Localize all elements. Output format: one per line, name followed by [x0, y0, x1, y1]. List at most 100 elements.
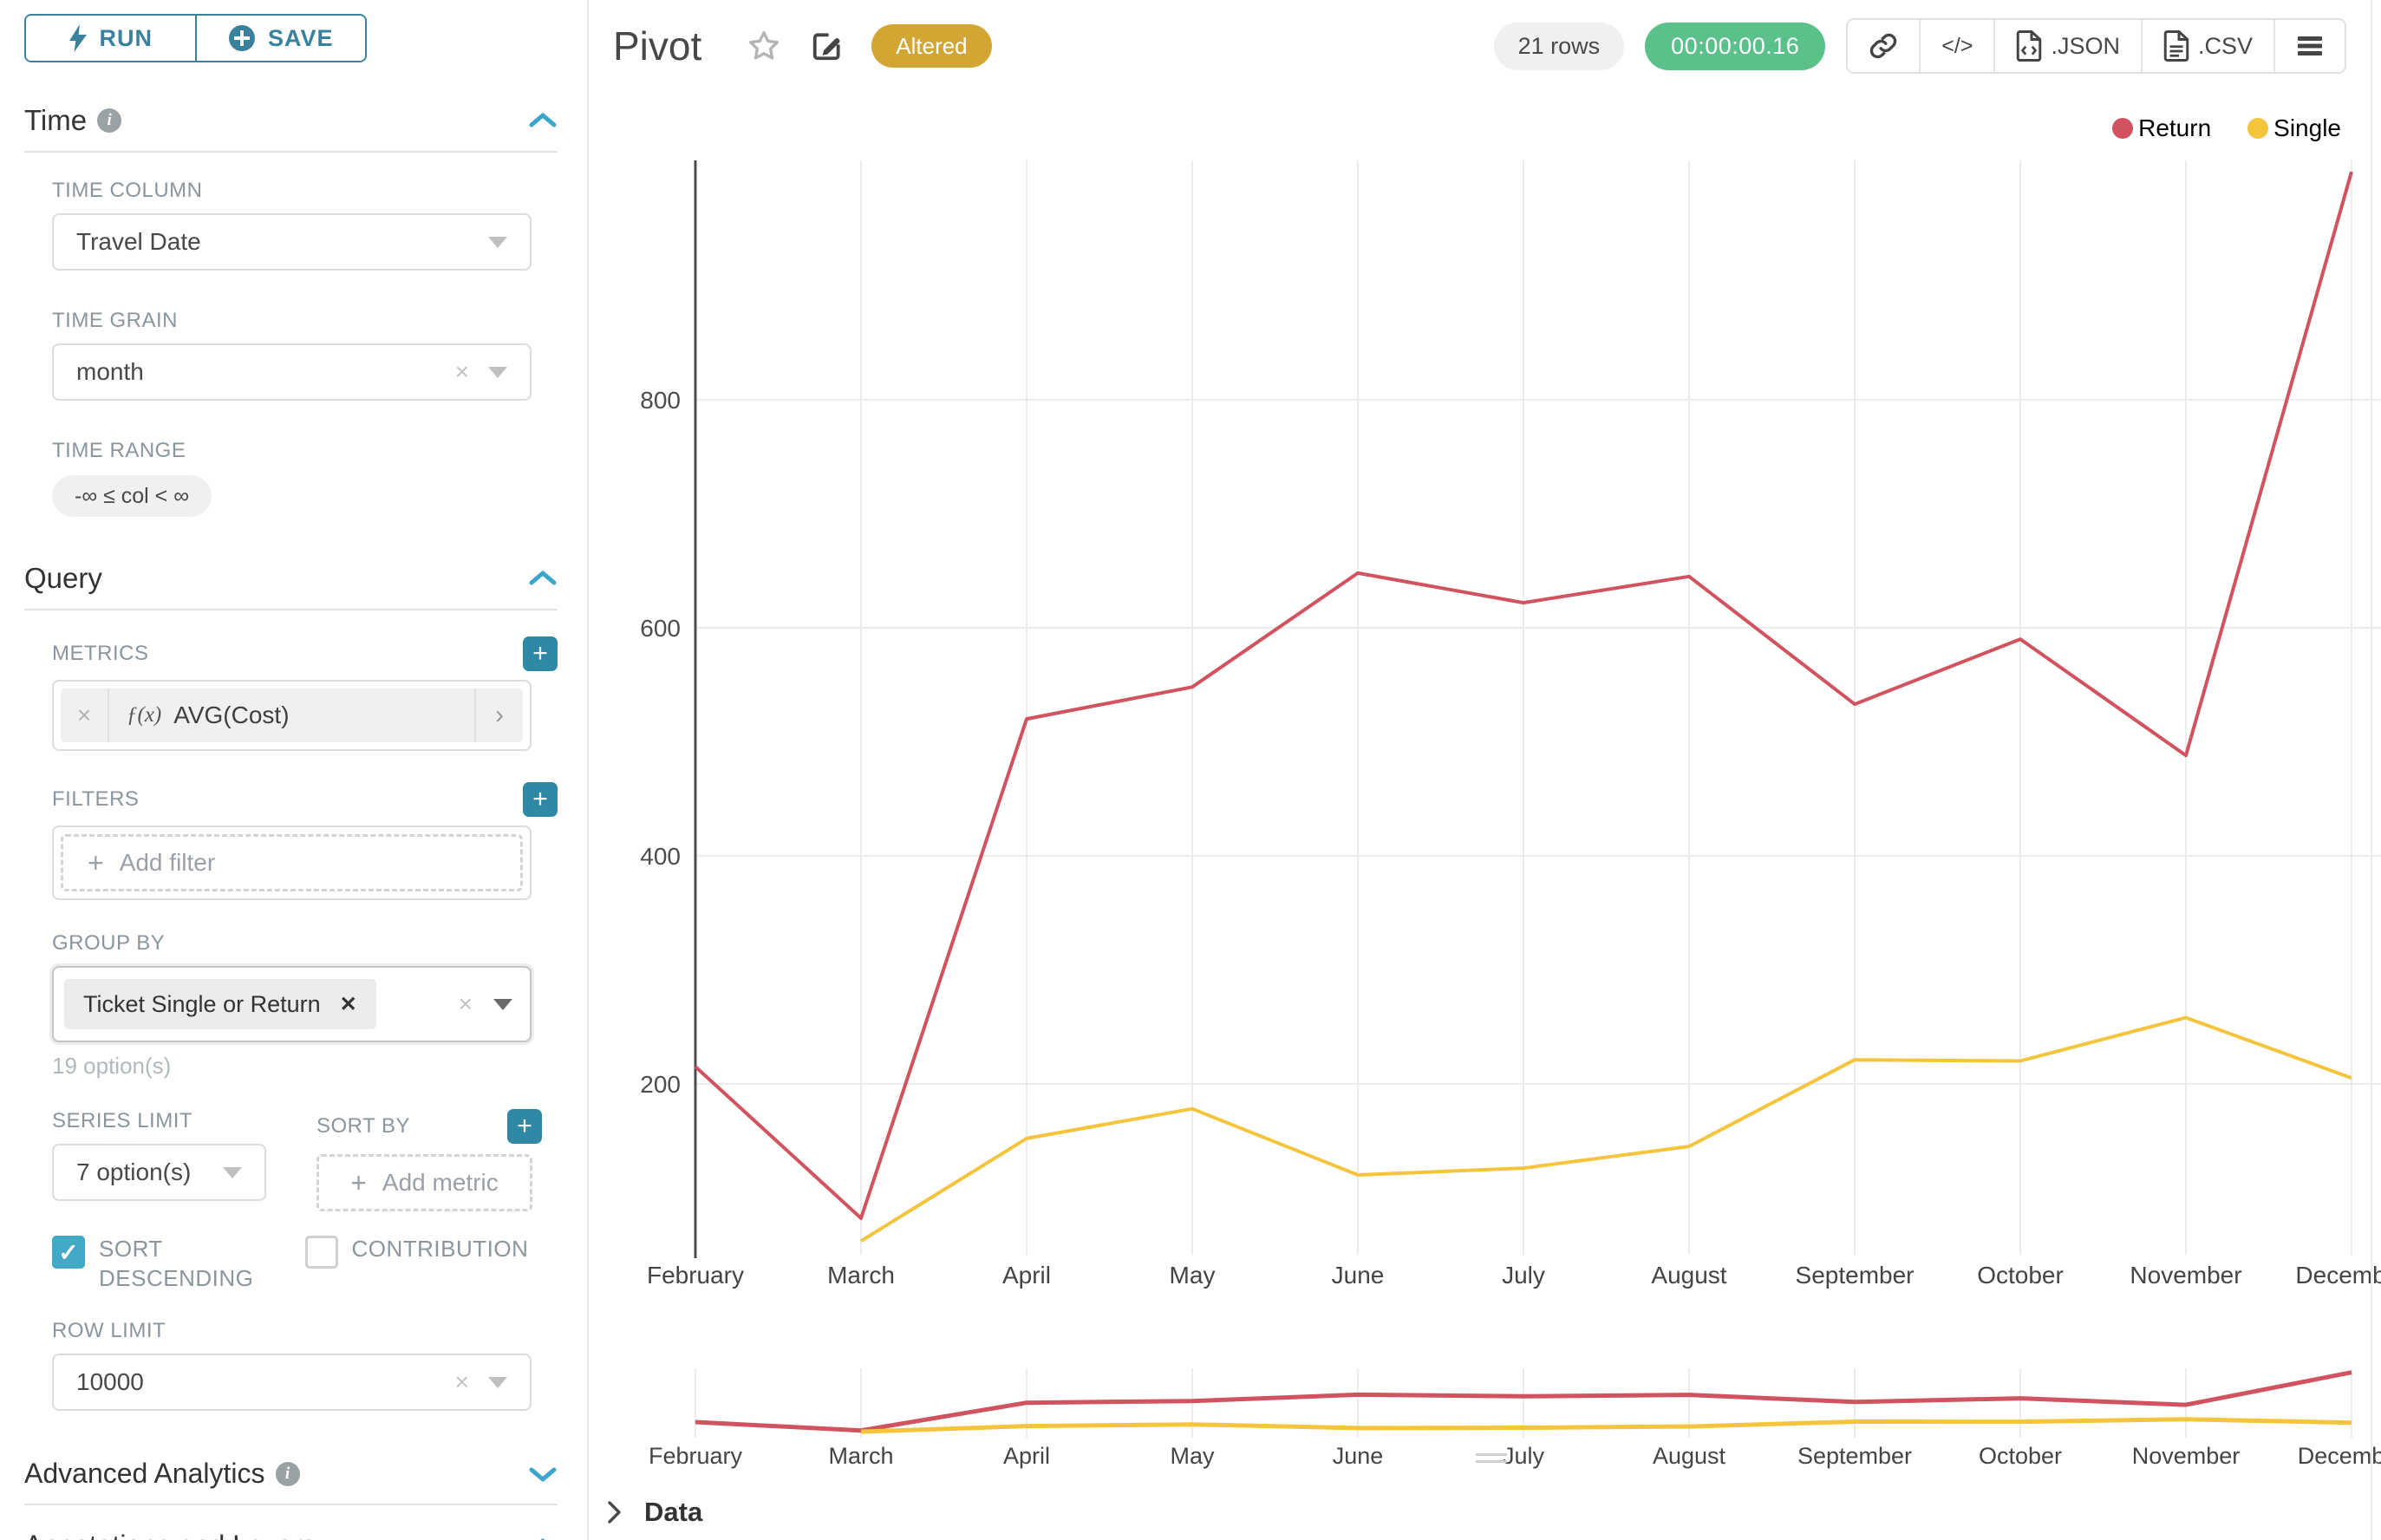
annotations-layers-header[interactable]: Annotations and Layers: [24, 1530, 558, 1540]
time-section-header[interactable]: Time i: [24, 104, 558, 153]
legend-label-single: Single: [2273, 114, 2341, 141]
mini-x-axis-month-label: December: [2298, 1443, 2381, 1469]
csv-label: .CSV: [2197, 32, 2253, 59]
time-section-title: Time: [24, 104, 88, 136]
share-link-button[interactable]: [1848, 20, 1921, 72]
run-button[interactable]: RUN: [26, 16, 197, 61]
series-limit-select[interactable]: 7 option(s): [52, 1144, 266, 1201]
time-grain-value: month: [76, 358, 144, 385]
fx-icon: ƒ(x): [127, 703, 162, 727]
add-filter-button[interactable]: + Add filter: [61, 834, 523, 891]
row-limit-value: 10000: [76, 1368, 144, 1395]
info-icon: i: [275, 1461, 300, 1486]
row-limit-select[interactable]: 10000 ×: [52, 1354, 532, 1411]
code-icon: </>: [1941, 33, 1973, 58]
altered-badge[interactable]: Altered: [871, 24, 992, 68]
time-range-pill[interactable]: -∞ ≤ col < ∞: [52, 475, 212, 517]
caret-down-icon: [488, 236, 507, 248]
chevron-down-icon[interactable]: [528, 1465, 558, 1484]
mini-x-axis-month-label: May: [1170, 1443, 1215, 1469]
export-json-button[interactable]: .JSON: [1995, 20, 2143, 72]
clear-icon[interactable]: ×: [454, 1368, 469, 1395]
data-section-title: Data: [644, 1497, 703, 1527]
y-axis-tick-label: 200: [640, 1071, 681, 1098]
row-limit-label: ROW LIMIT: [52, 1319, 166, 1342]
more-menu-button[interactable]: [2275, 20, 2345, 72]
group-by-pill: Ticket Single or Return ✕: [64, 979, 376, 1029]
sort-by-label: SORT BY: [316, 1114, 410, 1138]
time-column-value: Travel Date: [76, 228, 201, 255]
edit-properties-icon[interactable]: [811, 29, 844, 62]
panel-resize-handle[interactable]: [1476, 1453, 1507, 1467]
control-panel-sidebar: RUN SAVE Time i TIME COLUMN Travel Date: [0, 0, 589, 1540]
clear-icon[interactable]: ×: [458, 990, 473, 1017]
add-sort-metric-plus-button[interactable]: +: [507, 1109, 542, 1144]
data-section-header[interactable]: Data: [604, 1497, 702, 1528]
sort-descending-label: SORT DESCENDING: [99, 1236, 254, 1291]
filters-label: FILTERS: [52, 787, 140, 811]
legend-item-return[interactable]: Return: [2112, 114, 2211, 142]
filters-box: + Add filter: [52, 825, 532, 900]
sort-descending-checkbox[interactable]: ✓ SORT DESCENDING: [52, 1234, 305, 1293]
chevron-up-icon[interactable]: [528, 111, 558, 130]
advanced-analytics-title: Advanced Analytics: [24, 1458, 265, 1489]
chevron-up-icon[interactable]: [528, 1537, 558, 1540]
group-by-value: Ticket Single or Return: [83, 990, 321, 1017]
plus-icon: +: [350, 1166, 367, 1198]
add-metric-plus-button[interactable]: +: [523, 636, 558, 671]
legend-item-single[interactable]: Single: [2247, 114, 2341, 142]
save-button[interactable]: SAVE: [196, 16, 365, 61]
mini-x-axis-month-label: July: [1503, 1443, 1545, 1469]
clear-icon[interactable]: ×: [454, 358, 469, 385]
line-chart: 200 400 600 800 February February March March Ap…: [640, 160, 2381, 1469]
metrics-label: METRICS: [52, 642, 149, 665]
legend-label-return: Return: [2138, 114, 2212, 141]
row-count-badge: 21 rows: [1493, 22, 1625, 70]
add-filter-plus-button[interactable]: +: [523, 782, 558, 817]
metric-value: AVG(Cost): [173, 701, 290, 728]
legend-dot-single: [2247, 118, 2269, 139]
y-axis-tick-label: 800: [640, 387, 681, 414]
query-timer-badge: 00:00:00.16: [1645, 22, 1826, 70]
plus-icon: +: [88, 846, 104, 878]
series-line-return: [694, 171, 2353, 1220]
remove-metric-icon[interactable]: ×: [61, 688, 109, 742]
y-axis-tick-label: 600: [640, 615, 681, 642]
metric-pill[interactable]: × ƒ(x) AVG(Cost) ›: [61, 688, 523, 742]
mini-x-axis-month-label: March: [828, 1443, 893, 1469]
x-axis-month-label: June: [1332, 1262, 1385, 1289]
time-grain-select[interactable]: month ×: [52, 343, 532, 401]
scrollbar-track[interactable]: [2371, 0, 2372, 1540]
add-metric-label: Add metric: [382, 1169, 499, 1196]
contribution-checkbox[interactable]: CONTRIBUTION: [304, 1234, 558, 1293]
series-line-single: [859, 1015, 2352, 1243]
favorite-star-icon[interactable]: [747, 29, 781, 63]
add-filter-label: Add filter: [119, 849, 216, 876]
checkbox-unchecked-icon: [304, 1236, 338, 1269]
lightning-icon: [68, 24, 87, 52]
metrics-box: × ƒ(x) AVG(Cost) ›: [52, 680, 532, 751]
mini-x-axis-month-label: October: [1979, 1443, 2062, 1469]
time-column-label: TIME COLUMN: [52, 179, 203, 202]
remove-tag-icon[interactable]: ✕: [339, 992, 357, 1016]
series-miniline-return[interactable]: [695, 1370, 2352, 1433]
series-limit-label: SERIES LIMIT: [52, 1109, 193, 1132]
x-axis-month-label: September: [1796, 1262, 1915, 1289]
export-csv-button[interactable]: .CSV: [2142, 20, 2275, 72]
series-miniline-single[interactable]: [860, 1417, 2352, 1434]
mini-x-axis-month-label: August: [1653, 1443, 1726, 1469]
chevron-up-icon[interactable]: [528, 569, 558, 588]
group-by-select[interactable]: Ticket Single or Return ✕ ×: [52, 966, 532, 1042]
run-label: RUN: [99, 24, 153, 51]
time-column-select[interactable]: Travel Date: [52, 213, 532, 271]
query-section-header[interactable]: Query: [24, 562, 558, 610]
mini-x-axis-month-label: June: [1333, 1443, 1384, 1469]
add-sort-metric-button[interactable]: + Add metric: [316, 1154, 532, 1211]
mini-x-axis-month-label: April: [1003, 1443, 1050, 1469]
view-query-button[interactable]: </>: [1921, 20, 1996, 72]
caret-down-icon: [488, 1376, 507, 1388]
chevron-right-icon[interactable]: ›: [474, 688, 523, 742]
x-axis-month-label: March: [827, 1262, 895, 1289]
advanced-analytics-header[interactable]: Advanced Analytics i: [24, 1458, 558, 1505]
